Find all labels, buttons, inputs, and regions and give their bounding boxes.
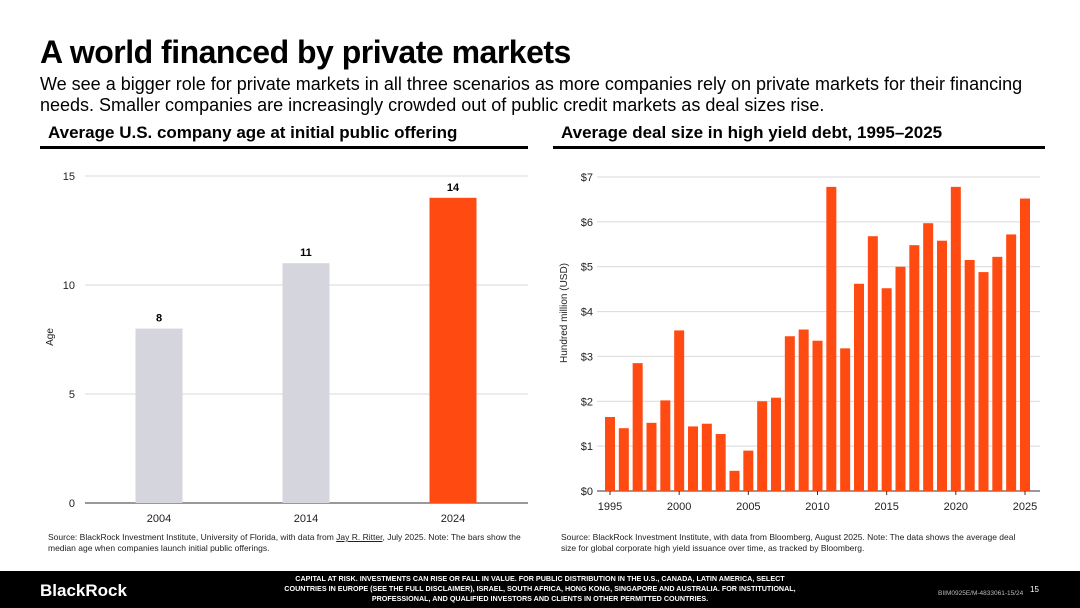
right-bar-2020: [950, 186, 961, 491]
page-number: 15: [1030, 585, 1039, 594]
right-bar-1996: [618, 428, 629, 491]
right-bar-2025: [1020, 198, 1030, 491]
right-y-tick-label: $6: [581, 217, 593, 229]
right-bar-1997: [632, 363, 643, 491]
blackrock-logo: BlackRock: [40, 581, 127, 600]
left-y-tick-label: 15: [63, 171, 75, 183]
left-bar-value-label: 14: [447, 182, 460, 194]
left-bar-value-label: 8: [156, 313, 162, 325]
left-bar-2024: [429, 197, 477, 504]
left-source-pre: Source: BlackRock Investment Institute, …: [48, 532, 337, 542]
right-chart-title: Average deal size in high yield debt, 19…: [561, 123, 943, 142]
right-bar-2003: [715, 434, 726, 491]
right-bar-2002: [701, 423, 712, 491]
right-bar-2022: [978, 272, 989, 491]
left-y-axis-label: Age: [45, 328, 56, 346]
left-x-tick-label: 2004: [147, 513, 171, 525]
right-bar-2016: [895, 266, 906, 491]
footer-bar: BlackRock CAPITAL AT RISK. INVESTMENTS C…: [0, 571, 1080, 608]
right-bar-2013: [854, 283, 864, 491]
left-heading-rule: [40, 146, 528, 149]
left-bar-value-label: 11: [300, 247, 312, 259]
document-id: BIIM0925E/M-4833061-15/24: [938, 590, 1024, 597]
right-y-tick-label: $0: [581, 486, 593, 498]
left-y-tick-label: 0: [69, 498, 75, 510]
left-y-tick-label: 10: [63, 280, 75, 292]
right-bar-2014: [867, 236, 878, 491]
left-source-post: , July 2025. Note: The bars show the med…: [48, 532, 521, 553]
left-x-tick-label: 2024: [441, 513, 465, 525]
right-bar-1999: [660, 400, 671, 491]
right-bar-2021: [964, 259, 975, 491]
left-y-tick-label: 5: [69, 389, 75, 401]
right-bar-1998: [646, 422, 657, 491]
right-bar-2001: [688, 426, 698, 491]
right-x-tick-label: 2025: [1013, 501, 1037, 513]
age-chart: 0 5 10 15 Age 8 2004 11 2014 14 2024: [45, 171, 528, 525]
right-y-tick-label: $2: [581, 396, 593, 408]
right-y-tick-label: $1: [581, 441, 593, 453]
left-source-note: Source: BlackRock Investment Institute, …: [48, 532, 528, 554]
right-y-tick-label: $4: [581, 307, 593, 319]
right-bar-2012: [840, 348, 851, 491]
deal-size-chart: $0 $1 $2 $3 $4 $5 $6 $7 Hundred million (USD) 199…: [559, 172, 1040, 513]
right-x-tick-label: 2000: [667, 501, 691, 513]
right-bar-2024: [1006, 234, 1017, 491]
right-bar-2007: [771, 397, 781, 491]
footer-disclaimer: CAPITAL AT RISK. INVESTMENTS CAN RISE OR…: [284, 574, 796, 603]
right-bar-2008: [784, 336, 795, 491]
right-x-tick-label: 2020: [944, 501, 968, 513]
right-bar-2010: [812, 340, 823, 491]
page-title: A world financed by private markets: [40, 34, 571, 70]
right-y-tick-label: $7: [581, 172, 593, 184]
right-heading-rule: [553, 146, 1045, 149]
right-y-tick-label: $3: [581, 351, 593, 363]
right-y-axis-label: Hundred million (USD): [559, 263, 570, 363]
right-bar-2006: [757, 401, 768, 491]
right-x-tick-label: 2015: [874, 501, 898, 513]
left-source-link[interactable]: Jay R. Ritter: [336, 532, 383, 542]
left-bar-2004: [135, 328, 183, 503]
right-bar-2017: [909, 245, 920, 491]
right-bar-2023: [992, 256, 1003, 491]
left-x-tick-label: 2014: [294, 513, 318, 525]
left-chart-title: Average U.S. company age at initial publ…: [48, 123, 458, 142]
right-bar-2018: [923, 223, 934, 491]
right-y-tick-label: $5: [581, 262, 593, 274]
right-bar-2004: [729, 470, 740, 491]
right-x-tick-label: 2005: [736, 501, 760, 513]
page-subtitle: We see a bigger role for private markets…: [40, 74, 1023, 115]
right-source-note: Source: BlackRock Investment Institute, …: [561, 532, 1016, 553]
right-bar-2005: [743, 450, 754, 491]
right-bar-2000: [674, 330, 685, 491]
right-bar-2015: [881, 288, 892, 491]
right-bar-2009: [798, 329, 809, 491]
right-bar-1995: [605, 416, 615, 491]
left-bar-2014: [282, 263, 330, 503]
right-x-tick-label: 1995: [598, 501, 622, 513]
right-bar-2011: [826, 186, 837, 491]
right-x-tick-label: 2010: [805, 501, 829, 513]
right-bar-2019: [937, 240, 947, 491]
